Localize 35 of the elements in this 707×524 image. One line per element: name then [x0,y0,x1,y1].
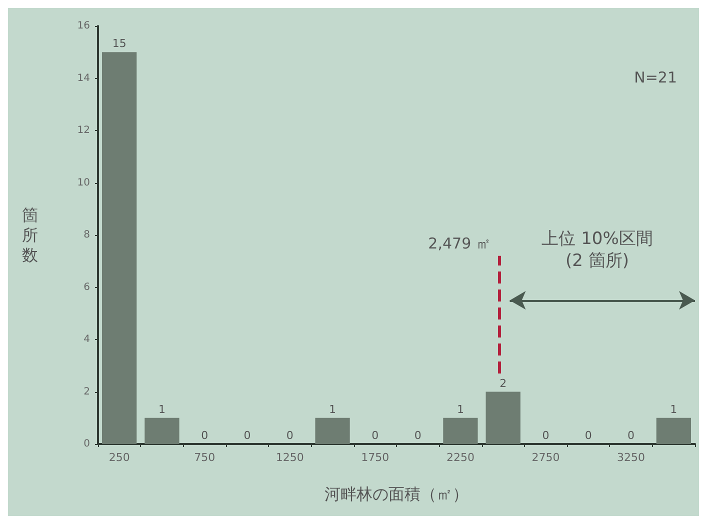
data-label: 0 [372,429,379,442]
annotation: 上位 10%区間 (2 箇所) [542,228,653,271]
y-tick-label: 0 [84,438,90,450]
y-tick-label: 2 [84,386,90,398]
data-label: 1 [329,402,336,416]
y-tick-label: 12 [77,125,90,136]
y-tick-label: 16 [77,20,90,32]
x-tick-label: 1250 [276,451,304,464]
data-label: 0 [414,429,422,442]
x-tick-label: 2750 [532,451,560,464]
x-axis-title: 河畔林の面積（㎡） [324,484,468,504]
data-label: 0 [628,429,635,442]
data-label: 0 [584,429,592,442]
ref-line-label: 2,479 ㎡ [428,234,491,252]
x-tick-label: 250 [108,451,130,464]
x-tick-label: 1750 [361,451,390,464]
annotation: N=21 [634,68,678,86]
data-label: 0 [542,429,550,442]
y-tick-label: 8 [84,230,90,240]
data-label: 15 [112,37,126,50]
data-label: 1 [158,402,166,416]
data-label: 0 [286,429,294,442]
y-tick-label: 6 [84,282,90,293]
y-tick-label: 4 [84,334,90,345]
y-tick-label: 10 [77,177,90,188]
y-axis-title: 箇所数 [22,206,38,264]
data-label: 1 [670,402,678,416]
data-label: 0 [244,429,251,442]
data-label: 2 [500,376,507,390]
x-tick-label: 3250 [617,451,646,464]
y-tick-label: 14 [77,72,90,84]
data-label: 1 [456,402,464,416]
x-tick-label: 750 [194,451,216,464]
data-label: 0 [201,429,208,442]
x-tick-label: 2250 [446,451,474,464]
